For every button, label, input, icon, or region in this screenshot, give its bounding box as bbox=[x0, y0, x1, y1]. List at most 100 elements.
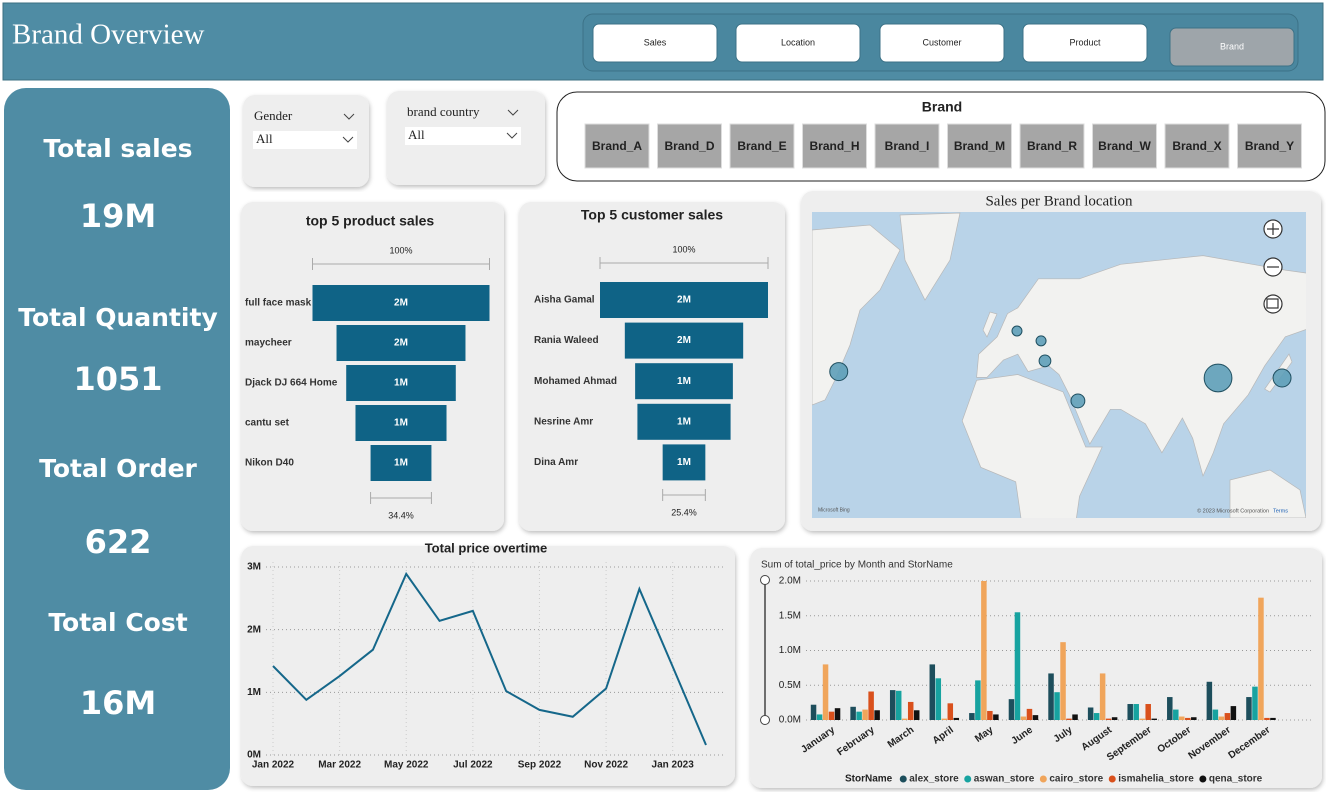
funnel-bar bbox=[600, 282, 768, 318]
y-tick-label: 2M bbox=[247, 624, 261, 635]
dropdown[interactable] bbox=[253, 131, 357, 149]
brand-label: Brand_M bbox=[954, 139, 1005, 153]
nav-button[interactable] bbox=[735, 23, 861, 63]
brand-item[interactable] bbox=[1164, 123, 1230, 169]
bar bbox=[895, 690, 902, 720]
bar bbox=[828, 711, 835, 720]
bar bbox=[935, 678, 942, 720]
bar bbox=[969, 713, 975, 720]
dropdown[interactable] bbox=[405, 127, 521, 145]
slider-handle[interactable] bbox=[760, 575, 770, 585]
kpi-panel bbox=[4, 88, 230, 790]
land bbox=[1229, 469, 1306, 518]
bar bbox=[1048, 673, 1054, 720]
land bbox=[982, 311, 998, 338]
scale-bracket bbox=[599, 257, 769, 269]
brand-item[interactable] bbox=[584, 123, 650, 169]
value-label: 1M bbox=[394, 458, 408, 469]
chart-title: Top 5 customer sales bbox=[581, 207, 723, 223]
slider-handle[interactable] bbox=[760, 715, 770, 725]
funnel-bar bbox=[624, 322, 744, 359]
location-bubble bbox=[829, 362, 849, 382]
bar bbox=[941, 718, 948, 720]
funnel-bar bbox=[355, 405, 447, 441]
land bbox=[899, 212, 961, 301]
bar bbox=[1185, 717, 1191, 720]
bar bbox=[1139, 718, 1145, 720]
bar bbox=[947, 703, 954, 720]
y-tick-label: 2.0M bbox=[779, 576, 801, 587]
nav-button[interactable] bbox=[1169, 27, 1295, 67]
land bbox=[961, 374, 1103, 518]
bar bbox=[1087, 707, 1094, 720]
chevron bbox=[343, 113, 355, 120]
scale-bracket bbox=[312, 258, 490, 270]
y-tick-label: 0M bbox=[247, 750, 261, 761]
filter-label: brand country bbox=[407, 104, 480, 119]
brand-item[interactable] bbox=[947, 123, 1012, 169]
brand-item[interactable] bbox=[1092, 123, 1157, 169]
location-bubble bbox=[1011, 325, 1023, 337]
map-controls[interactable] bbox=[1263, 219, 1283, 314]
bar bbox=[1264, 717, 1270, 720]
y-tick-label: 0.0M bbox=[779, 715, 801, 726]
brand-item[interactable] bbox=[874, 123, 940, 169]
brand-item[interactable] bbox=[1019, 123, 1085, 169]
bar bbox=[1054, 692, 1060, 720]
brand-label: Brand_W bbox=[1098, 139, 1151, 153]
bar bbox=[1252, 686, 1258, 720]
bar bbox=[913, 710, 920, 720]
category-label: maycheer bbox=[245, 338, 292, 349]
bar bbox=[1270, 717, 1276, 720]
brand-label: Brand_A bbox=[592, 139, 642, 153]
funnel-bar bbox=[637, 403, 731, 440]
kpi-label: Total Cost bbox=[48, 608, 187, 637]
map-base bbox=[812, 212, 1306, 518]
bar bbox=[1093, 713, 1100, 720]
brand-item[interactable] bbox=[729, 123, 795, 169]
legend-label: alex_store bbox=[909, 774, 959, 785]
bar bbox=[1258, 597, 1264, 720]
page-title: Brand Overview bbox=[12, 19, 205, 51]
bar bbox=[816, 714, 823, 720]
category-label: Rania Waleed bbox=[534, 335, 599, 346]
scale-label: 34.4% bbox=[388, 510, 414, 520]
brand-item[interactable] bbox=[1237, 123, 1302, 169]
nav-button[interactable] bbox=[879, 23, 1005, 63]
bar bbox=[993, 714, 999, 720]
select-icon bbox=[1266, 298, 1279, 309]
nav-button[interactable] bbox=[592, 23, 718, 63]
kpi-label: Total Order bbox=[39, 454, 197, 483]
chevron bbox=[342, 136, 354, 143]
legend-marker bbox=[899, 775, 907, 783]
chart-title: Sales per Brand location bbox=[985, 193, 1133, 209]
attribution: Terms bbox=[1273, 508, 1288, 514]
value-label: 1M bbox=[677, 376, 691, 387]
y-tick-label: 1M bbox=[247, 687, 261, 698]
bar bbox=[1246, 697, 1252, 720]
brand-item[interactable] bbox=[802, 123, 867, 169]
bar bbox=[1111, 717, 1118, 720]
bar bbox=[1230, 706, 1237, 720]
brand-label: Brand_E bbox=[737, 139, 786, 153]
category-label: cantu set bbox=[245, 418, 290, 429]
land bbox=[976, 255, 1306, 478]
scale-label: 100% bbox=[672, 244, 695, 254]
brand-label: Brand_R bbox=[1027, 139, 1077, 153]
value-label: 1M bbox=[677, 457, 691, 468]
brand-item[interactable] bbox=[657, 123, 722, 169]
brand-label: Brand_I bbox=[885, 139, 930, 153]
bar bbox=[1145, 704, 1151, 720]
nav-label: Customer bbox=[922, 37, 961, 47]
bar bbox=[1008, 699, 1015, 720]
bar bbox=[1099, 673, 1106, 720]
bar bbox=[1060, 642, 1066, 720]
y-tick-label: 1.0M bbox=[779, 645, 801, 656]
bar bbox=[987, 710, 993, 720]
bar bbox=[901, 718, 908, 720]
bar bbox=[1072, 714, 1078, 720]
bar bbox=[929, 664, 936, 720]
x-tick-label: Jan 2022 bbox=[252, 760, 295, 771]
funnel-bar bbox=[662, 444, 706, 481]
nav-button[interactable] bbox=[1022, 23, 1148, 63]
